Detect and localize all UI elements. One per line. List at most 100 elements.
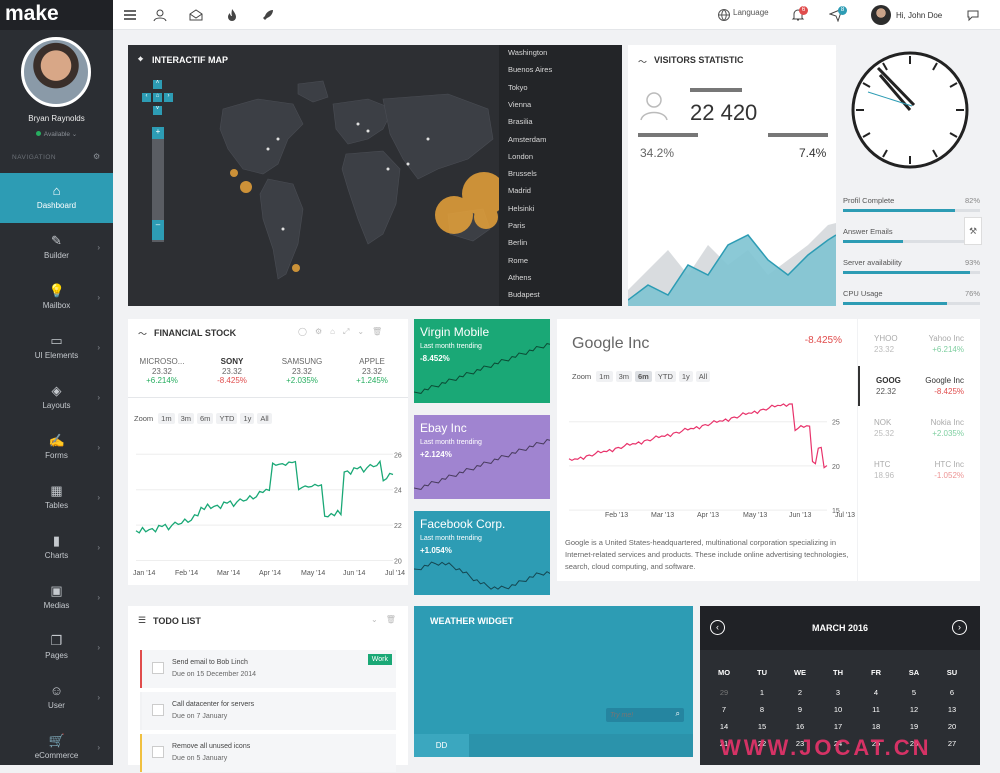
menu-icon[interactable] <box>123 8 137 22</box>
city-item[interactable]: Tokyo <box>508 82 528 92</box>
zoom-option-all[interactable]: All <box>695 371 711 382</box>
city-item[interactable]: Rome <box>508 255 529 265</box>
nav-item-dashboard[interactable]: ⌂ Dashboard <box>0 173 113 223</box>
rocket-icon[interactable] <box>261 8 275 22</box>
zoom-option-ytd[interactable]: YTD <box>216 413 238 424</box>
city-item[interactable]: Brussels <box>508 169 537 179</box>
language-selector[interactable]: Language <box>733 8 769 17</box>
nav-item-tables[interactable]: ▦ Tables › <box>0 473 113 523</box>
stock-selector-item[interactable]: YHOO 23.32 Yahoo Inc +6.214% <box>858 324 980 364</box>
city-item[interactable]: Buenos Aires <box>508 65 553 75</box>
calendar-day[interactable]: 6 <box>949 688 955 697</box>
stock-summary[interactable]: MICROSO... 23.32 +6.214% <box>132 357 192 385</box>
weather-tab[interactable]: DD <box>414 734 469 757</box>
calendar-day[interactable]: 24 <box>833 739 843 748</box>
stock-summary[interactable]: APPLE 23.32 +1.245% <box>342 357 402 385</box>
city-item[interactable]: Budapest <box>508 290 540 300</box>
nav-item-charts[interactable]: ▮ Charts › <box>0 523 113 573</box>
gear-icon[interactable]: ⚙ <box>93 152 101 161</box>
calendar-day[interactable]: 3 <box>835 688 841 697</box>
wrench-icon[interactable]: ⚒ <box>964 217 982 245</box>
nav-item-mailbox[interactable]: 💡 Mailbox › <box>0 273 113 323</box>
zoom-option-1y[interactable]: 1y <box>240 413 255 424</box>
calendar-day[interactable]: 10 <box>833 705 843 714</box>
calendar-day[interactable]: 7 <box>721 705 727 714</box>
city-item[interactable]: Madrid <box>508 186 531 196</box>
trend-tile[interactable]: Facebook Corp. Last month trending +1.054% <box>414 511 550 595</box>
zoom-option-1y[interactable]: 1y <box>678 371 693 382</box>
nav-item-ui-elements[interactable]: ▭ UI Elements › <box>0 323 113 373</box>
calendar-day[interactable]: 8 <box>759 705 765 714</box>
zoom-option-6m[interactable]: 6m <box>197 413 214 424</box>
calendar-day[interactable]: 19 <box>909 722 919 731</box>
zoom-option-6m[interactable]: 6m <box>635 371 652 382</box>
calendar-day[interactable]: 17 <box>833 722 843 731</box>
map-pan-down-button[interactable]: ˅ <box>153 106 162 115</box>
calendar-day[interactable]: 25 <box>871 739 881 748</box>
calendar-day[interactable]: 21 <box>719 739 729 748</box>
stock-summary[interactable]: SONY 23.32 -8.425% <box>202 357 262 385</box>
map-pan-left-button[interactable]: ‹ <box>142 93 151 102</box>
trend-tile[interactable]: Ebay Inc Last month trending +2.124% <box>414 415 550 499</box>
nav-item-builder[interactable]: ✎ Builder › <box>0 223 113 273</box>
calendar-day[interactable]: 23 <box>795 739 805 748</box>
todo-item[interactable]: Call datacenter for servers Due on 7 Janu… <box>140 692 396 730</box>
calendar-day[interactable]: 22 <box>757 739 767 748</box>
stock-selector-item[interactable]: GOOG 22.32 Google Inc -8.425% <box>858 366 980 406</box>
weather-search-input[interactable] <box>610 710 670 720</box>
stock-selector-item[interactable]: HTC 18.96 HTC Inc -1.052% <box>858 450 980 490</box>
map-pan-up-button[interactable]: ˄ <box>153 80 162 89</box>
search-icon[interactable]: ⌕ <box>675 709 680 718</box>
nav-item-medias[interactable]: ▣ Medias › <box>0 573 113 623</box>
zoom-option-3m[interactable]: 3m <box>615 371 633 382</box>
todo-checkbox[interactable] <box>152 662 164 674</box>
calendar-day[interactable]: 14 <box>719 722 729 731</box>
city-list[interactable]: Washington Buenos Aires Tokyo Vienna Brasili… <box>499 45 622 306</box>
calendar-day[interactable]: 4 <box>873 688 879 697</box>
nav-item-layouts[interactable]: ◈ Layouts › <box>0 373 113 423</box>
weather-search[interactable]: ⌕ <box>606 708 684 722</box>
map-zoom-out-button[interactable]: – <box>152 220 164 240</box>
calendar-day[interactable]: 13 <box>947 705 957 714</box>
user-icon[interactable] <box>153 8 167 22</box>
map-zoom-in-button[interactable]: + <box>152 127 164 139</box>
calendar-day[interactable]: 26 <box>909 739 919 748</box>
calendar-prev-icon[interactable]: ‹ <box>710 620 725 635</box>
user-avatar[interactable] <box>21 37 91 107</box>
envelope-icon[interactable] <box>189 8 203 22</box>
city-item[interactable]: Brasilia <box>508 117 533 127</box>
panel-controls[interactable]: ◯⚙⌂⤢⌄🗑 <box>298 327 391 336</box>
zoom-option-3m[interactable]: 3m <box>177 413 195 424</box>
city-item[interactable]: Paris <box>508 221 526 230</box>
calendar-day[interactable]: 1 <box>759 688 765 697</box>
map-zoom-slider[interactable]: + – <box>152 127 164 242</box>
chat-icon[interactable] <box>966 8 980 22</box>
city-item[interactable]: Berlin <box>508 238 528 248</box>
todo-item[interactable]: Remove all unused icons Due on 5 January <box>140 734 396 772</box>
stock-summary[interactable]: SAMSUNG 23.32 +2.035% <box>272 357 332 385</box>
calendar-day[interactable]: 15 <box>757 722 767 731</box>
zoom-option-1m[interactable]: 1m <box>158 413 175 424</box>
nav-item-user[interactable]: ☺ User › <box>0 673 113 723</box>
zoom-option-1m[interactable]: 1m <box>596 371 613 382</box>
google-zoom-controls[interactable]: Zoom 1m 3m 6m YTD 1y All <box>572 371 713 382</box>
calendar-day[interactable]: 2 <box>797 688 803 697</box>
zoom-option-all[interactable]: All <box>257 413 272 424</box>
todo-item[interactable]: Send email to Bob Linch Due on 15 Decembe… <box>140 650 396 688</box>
city-item[interactable]: Amsterdam <box>508 134 547 144</box>
nav-item-pages[interactable]: ❐ Pages › <box>0 623 113 673</box>
map-home-button[interactable]: ⌂ <box>153 93 162 102</box>
city-item[interactable]: Washington <box>508 48 548 57</box>
calendar-day[interactable]: 12 <box>909 705 919 714</box>
calendar-day[interactable]: 5 <box>911 688 917 697</box>
calendar-next-icon[interactable]: › <box>952 620 967 635</box>
trend-tile[interactable]: Virgin Mobile Last month trending -8.452% <box>414 319 550 403</box>
city-item[interactable]: Helsinki <box>508 203 535 213</box>
calendar-day[interactable]: 11 <box>872 705 880 714</box>
calendar-day[interactable]: 20 <box>947 722 957 731</box>
todo-checkbox[interactable] <box>152 704 164 716</box>
calendar-day[interactable]: 18 <box>871 722 881 731</box>
user-status[interactable]: Available ⌄ <box>0 130 113 138</box>
calendar-day[interactable]: 27 <box>947 739 957 748</box>
city-item[interactable]: Vienna <box>508 99 532 109</box>
